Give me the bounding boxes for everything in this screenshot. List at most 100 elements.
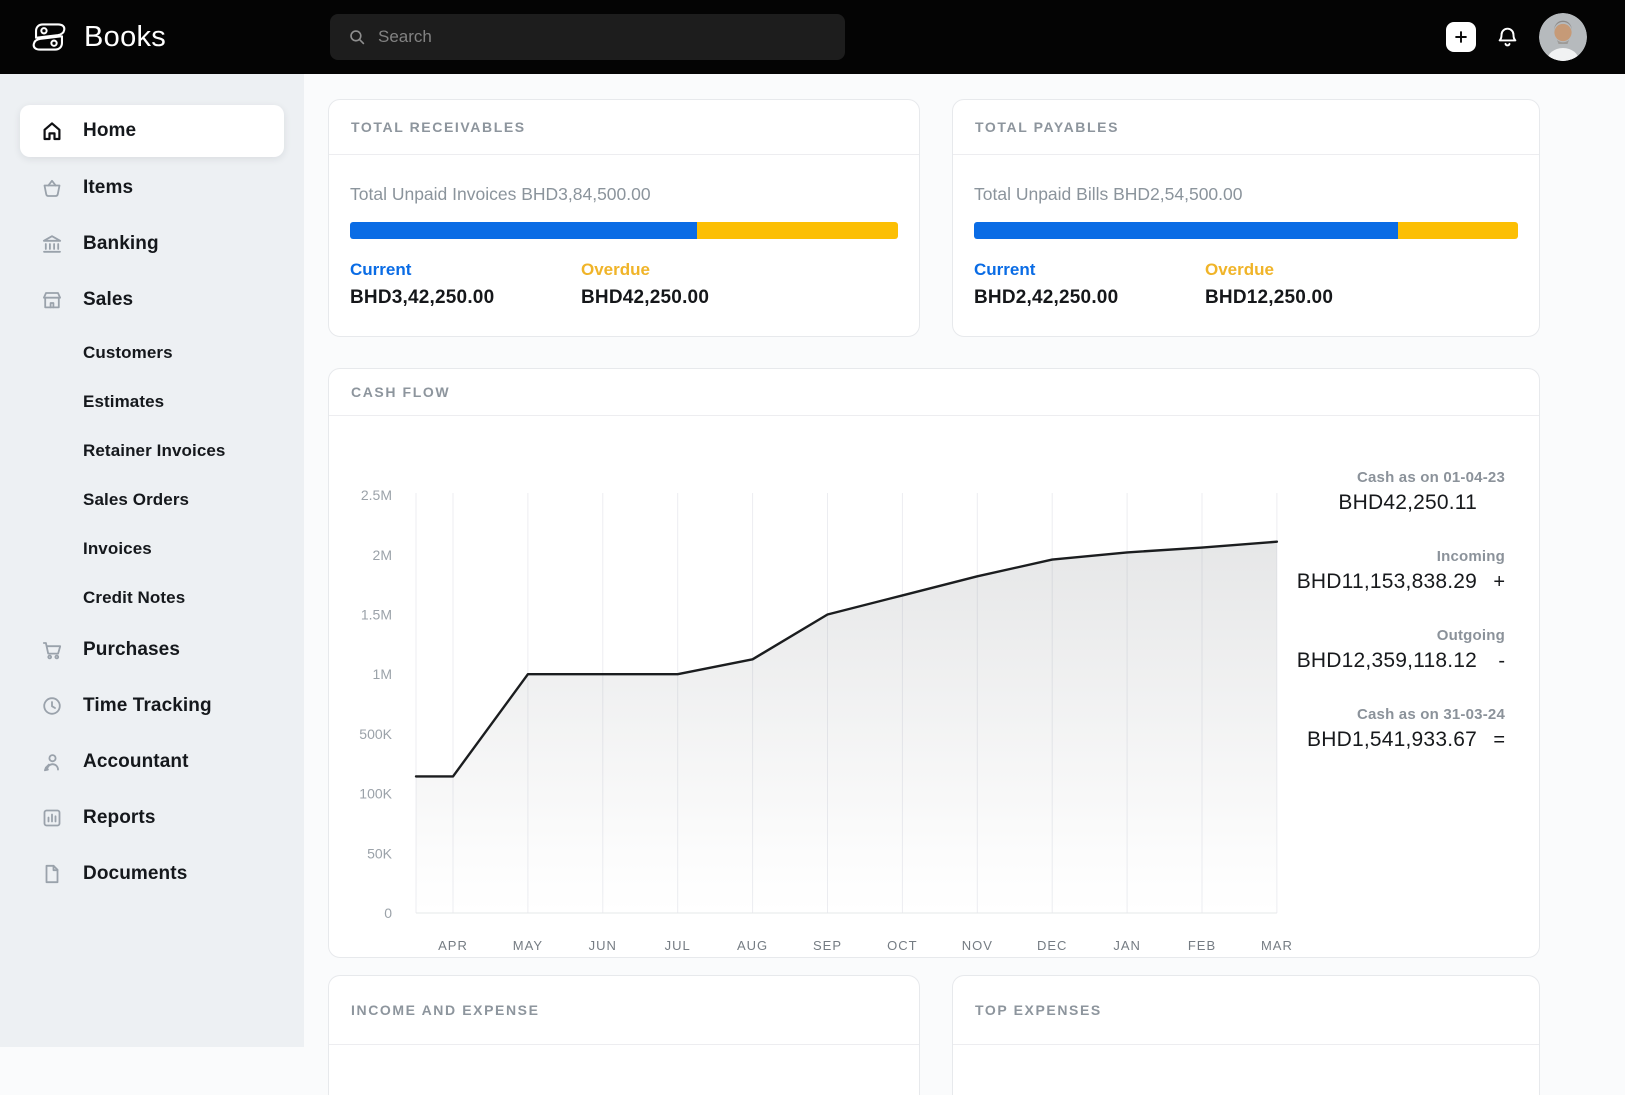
receivables-card-title: TOTAL RECEIVABLES (329, 100, 919, 155)
sidebar-item-banking[interactable]: Banking (0, 216, 304, 272)
sidebar-item-label: Retainer Invoices (83, 441, 225, 461)
cash-flow-row-value: BHD11,153,838.29 (1297, 570, 1477, 593)
sidebar-item-label: Reports (83, 807, 156, 829)
payables-current-value: BHD2,42,250.00 (974, 287, 1205, 309)
cash-flow-row-cash-as-on-31-03-24: Cash as on 31-03-24 BHD1,541,933.67= (1175, 706, 1505, 752)
search-icon (346, 26, 368, 48)
payables-overdue-label: Overdue (1205, 260, 1436, 280)
items-icon (40, 176, 64, 200)
svg-text:OCT: OCT (887, 938, 917, 953)
sidebar-item-estimates[interactable]: Estimates (0, 377, 304, 426)
receivables-overdue-value: BHD42,250.00 (581, 287, 812, 309)
cash-flow-row-cash-as-on-01-04-23: Cash as on 01-04-23 BHD42,250.11 (1175, 469, 1505, 515)
receivables-overdue-label: Overdue (581, 260, 812, 280)
home-icon (40, 119, 64, 143)
sidebar-item-sales[interactable]: Sales (0, 272, 304, 328)
sidebar-item-items[interactable]: Items (0, 160, 304, 216)
cash-flow-row-value: BHD42,250.11 (1338, 491, 1477, 514)
svg-text:FEB: FEB (1188, 938, 1216, 953)
sidebar-item-accountant[interactable]: Accountant (0, 734, 304, 790)
income-and-expense-title: INCOME AND EXPENSE (329, 976, 919, 1045)
payables-current-label: Current (974, 260, 1205, 280)
svg-text:2M: 2M (373, 547, 392, 563)
sidebar-item-label: Purchases (83, 639, 180, 661)
sidebar-item-label: Estimates (83, 392, 164, 412)
sidebar-item-purchases[interactable]: Purchases (0, 622, 304, 678)
svg-text:SEP: SEP (813, 938, 842, 953)
svg-text:100K: 100K (359, 786, 392, 802)
sidebar-item-credit-notes[interactable]: Credit Notes (0, 573, 304, 622)
cash-flow-row-operator: - (1477, 650, 1505, 673)
bell-icon (1494, 24, 1521, 51)
sidebar-item-label: Sales (83, 289, 133, 311)
accountant-icon (40, 750, 64, 774)
svg-text:2.5M: 2.5M (361, 487, 392, 503)
svg-text:500K: 500K (359, 726, 392, 742)
sidebar-item-label: Credit Notes (83, 588, 185, 608)
cash-flow-row-label: Outgoing (1175, 627, 1505, 644)
sidebar-item-retainer-invoices[interactable]: Retainer Invoices (0, 426, 304, 475)
payables-card-title: TOTAL PAYABLES (953, 100, 1539, 155)
payables-current-segment (974, 222, 1398, 239)
cash-flow-row-label: Cash as on 01-04-23 (1175, 469, 1505, 486)
payables-overdue-value: BHD12,250.00 (1205, 287, 1436, 309)
sidebar-item-label: Banking (83, 233, 159, 255)
notifications-button[interactable] (1494, 24, 1521, 51)
sidebar-item-customers[interactable]: Customers (0, 328, 304, 377)
svg-text:1.5M: 1.5M (361, 607, 392, 623)
user-avatar[interactable] (1539, 13, 1587, 61)
sidebar-item-label: Accountant (83, 751, 189, 773)
svg-text:JAN: JAN (1113, 938, 1141, 953)
sidebar-item-time-tracking[interactable]: Time Tracking (0, 678, 304, 734)
total-receivables-card: TOTAL RECEIVABLES Total Unpaid Invoices … (328, 99, 920, 337)
sidebar-item-label: Invoices (83, 539, 152, 559)
svg-text:MAY: MAY (513, 938, 543, 953)
main-content: TOTAL RECEIVABLES Total Unpaid Invoices … (304, 74, 1625, 1095)
total-payables-card: TOTAL PAYABLES Total Unpaid Bills BHD2,5… (952, 99, 1540, 337)
sidebar-item-label: Items (83, 177, 133, 199)
svg-text:JUN: JUN (589, 938, 617, 953)
cash-flow-summary-panel: Cash as on 01-04-23 BHD42,250.11 Incoming B… (1175, 469, 1505, 785)
svg-text:50K: 50K (367, 845, 393, 861)
sidebar-item-label: Home (83, 120, 136, 142)
cash-flow-row-label: Incoming (1175, 548, 1505, 565)
banking-icon (40, 232, 64, 256)
svg-text:APR: APR (438, 938, 468, 953)
receivables-overdue-segment (697, 222, 898, 239)
cash-flow-row-value: BHD1,541,933.67 (1307, 728, 1477, 751)
sidebar-item-reports[interactable]: Reports (0, 790, 304, 846)
top-expenses-card: TOP EXPENSES (952, 975, 1540, 1095)
top-expenses-title: TOP EXPENSES (953, 976, 1539, 1045)
cash-flow-row-operator: = (1477, 729, 1505, 752)
payables-overdue-segment (1398, 222, 1518, 239)
receivables-current-segment (350, 222, 697, 239)
topbar-actions (1446, 13, 1625, 61)
app-logo[interactable]: Books (0, 17, 304, 57)
search-bar[interactable] (330, 14, 845, 60)
books-logo-icon (28, 17, 70, 57)
income-and-expense-card: INCOME AND EXPENSE (328, 975, 920, 1095)
svg-text:1M: 1M (373, 666, 392, 682)
sidebar: Home Items Banking Sales Customers Estimates R… (0, 74, 304, 1047)
cash-flow-row-operator: + (1477, 571, 1505, 594)
svg-text:DEC: DEC (1037, 938, 1067, 953)
payables-progress-bar (974, 222, 1518, 239)
payables-subtitle: Total Unpaid Bills BHD2,54,500.00 (974, 184, 1518, 205)
reports-icon (40, 806, 64, 830)
sidebar-item-documents[interactable]: Documents (0, 846, 304, 902)
receivables-progress-bar (350, 222, 898, 239)
sales-icon (40, 288, 64, 312)
cash-flow-card-title: CASH FLOW (329, 369, 1539, 416)
cash-flow-row-label: Cash as on 31-03-24 (1175, 706, 1505, 723)
sidebar-item-sales-orders[interactable]: Sales Orders (0, 475, 304, 524)
search-input[interactable] (378, 27, 829, 47)
sidebar-item-invoices[interactable]: Invoices (0, 524, 304, 573)
receivables-subtitle: Total Unpaid Invoices BHD3,84,500.00 (350, 184, 898, 205)
sidebar-item-label: Sales Orders (83, 490, 189, 510)
svg-text:NOV: NOV (962, 938, 993, 953)
add-new-button[interactable] (1446, 22, 1476, 52)
cash-flow-row-incoming: Incoming BHD11,153,838.29+ (1175, 548, 1505, 594)
sidebar-item-home[interactable]: Home (20, 105, 284, 157)
